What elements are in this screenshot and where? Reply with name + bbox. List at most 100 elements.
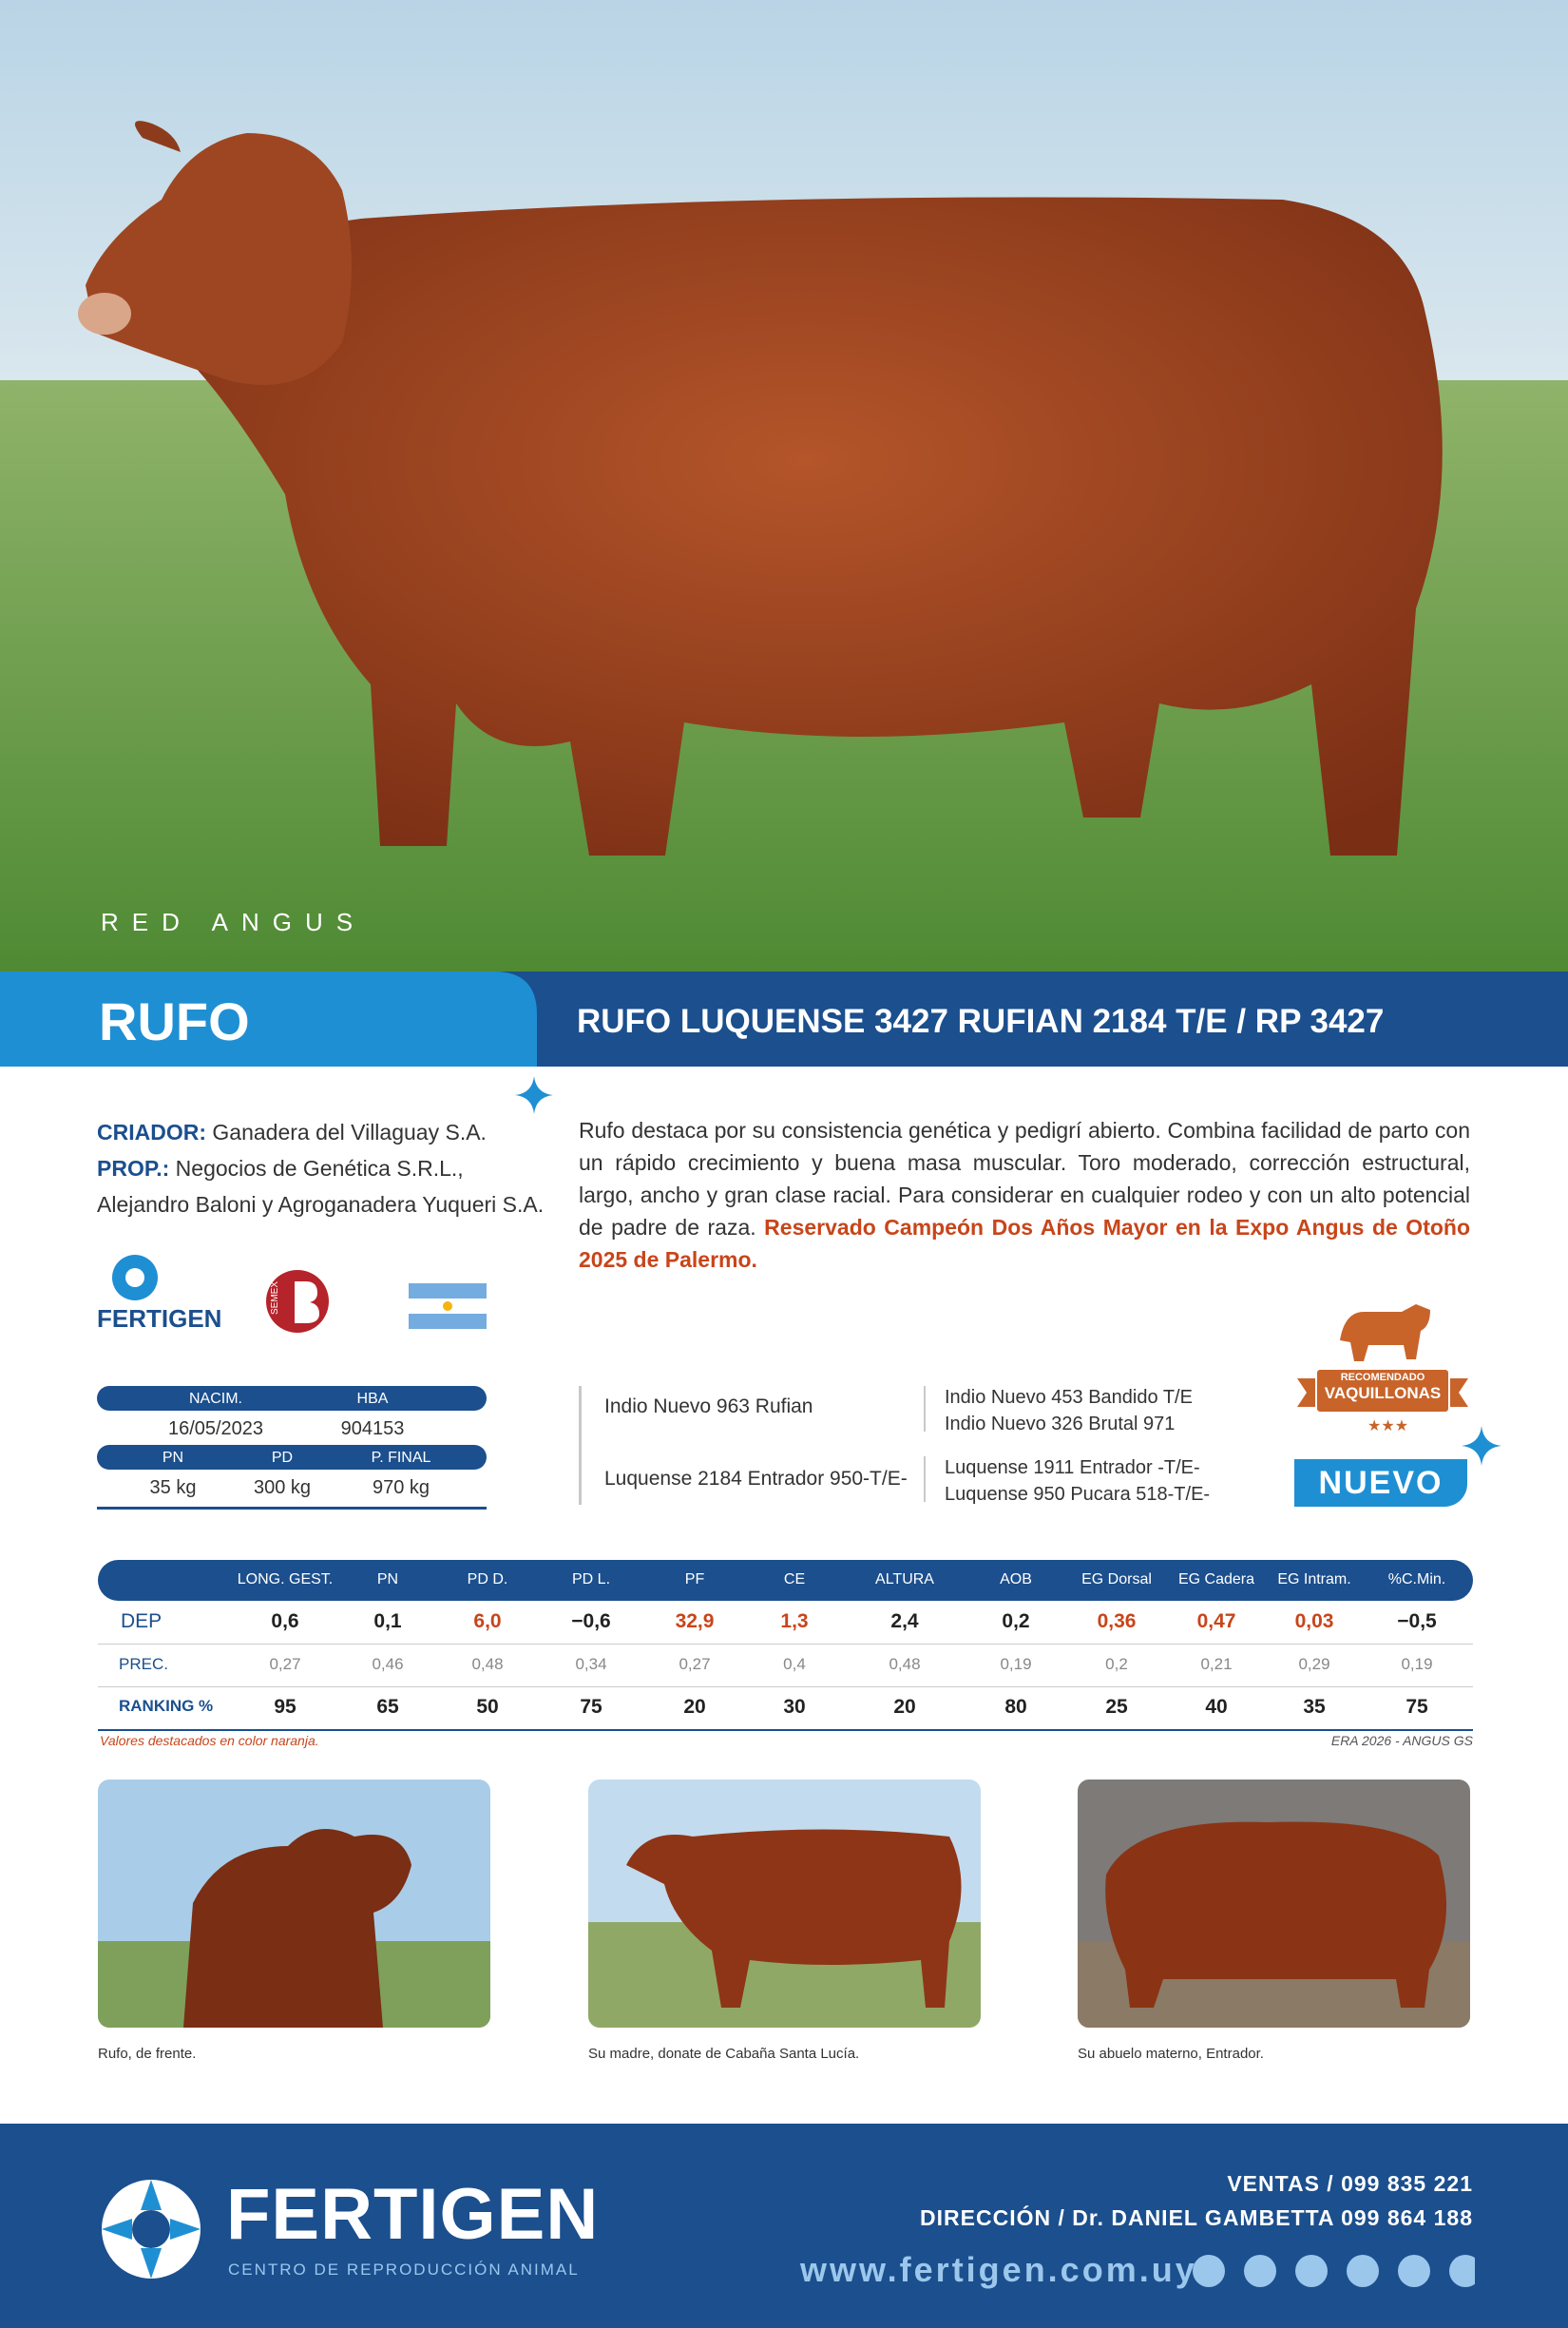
text: Negocios de Genética S.R.L.,	[175, 1156, 464, 1181]
sire-dam: Indio Nuevo 326 Brutal 971	[945, 1414, 1176, 1434]
dep-value: −0,5	[1397, 1610, 1437, 1632]
icon-web[interactable]	[1193, 2255, 1225, 2287]
prec-value: 0,19	[1401, 1655, 1433, 1673]
pedigree-line	[579, 1386, 582, 1505]
footer-ventas: VENTAS / 099 835 221	[1227, 2171, 1473, 2196]
sire-sire: Indio Nuevo 453 Bandido T/E	[945, 1387, 1193, 1408]
info-header: P. FINAL	[371, 1450, 431, 1466]
photo-caption: Rufo, de frente.	[98, 2046, 197, 2062]
prec-value: 0,48	[889, 1655, 921, 1673]
column-header: PF	[684, 1571, 705, 1587]
ranking-value: 65	[376, 1696, 399, 1718]
sparkle	[1462, 1426, 1501, 1466]
ranking-value: 75	[580, 1696, 602, 1718]
photo-caption: Su madre, donate de Cabaña Santa Lucía.	[588, 2046, 860, 2062]
dep-value: −0,6	[571, 1610, 611, 1632]
row-label: PREC.	[119, 1655, 168, 1673]
pedigree-line	[924, 1456, 926, 1502]
prec-value: 0,4	[783, 1655, 806, 1673]
prec-value: 0,34	[575, 1655, 607, 1673]
owners: CRIADOR: Ganadera del Villaguay S.A. PRO…	[97, 1114, 544, 1222]
info-value: 970 kg	[372, 1477, 430, 1498]
svg-text:★★★: ★★★	[1367, 1418, 1408, 1434]
column-header: EG Intram.	[1277, 1571, 1351, 1587]
footer-direccion: DIRECCIÓN / Dr. DANIEL GAMBETTA 099 864 …	[920, 2205, 1473, 2230]
photo	[588, 1780, 981, 2028]
photo-image	[98, 1780, 490, 2028]
prec-value: 0,19	[1000, 1655, 1032, 1673]
dep-value: 0,36	[1097, 1610, 1137, 1632]
semex-logo	[266, 1270, 329, 1333]
badge: ★★★	[1297, 1304, 1468, 1434]
ranking-value: 40	[1205, 1696, 1228, 1718]
text: Ganadera del Villaguay S.A.	[212, 1120, 487, 1145]
ranking-value: 80	[1004, 1696, 1027, 1718]
description-text: Rufo destaca por su consistencia genétic…	[579, 1118, 1470, 1240]
ranking-value: 20	[893, 1696, 916, 1718]
column-header: PD D.	[467, 1571, 508, 1587]
badge-line1: RECOMENDADO	[1340, 1372, 1425, 1383]
ranking-value: 95	[274, 1696, 296, 1718]
dam-dam: Luquense 950 Pucara 518-T/E-	[945, 1484, 1211, 1505]
info-table: NACIM. 16/05/2023 HBA 904153 PN 35 kg PD 300 kg…	[97, 1386, 487, 1510]
column-header: %C.Min.	[1387, 1571, 1446, 1587]
dep-value: 6,0	[473, 1610, 502, 1632]
semex-text: SEMEX	[270, 1280, 281, 1316]
ranking-value: 35	[1303, 1696, 1326, 1718]
dep-value: 0,47	[1196, 1610, 1236, 1632]
new-tag: NUEVO	[1294, 1459, 1467, 1507]
info-header: PN	[162, 1450, 184, 1466]
column-header: LONG. GEST.	[237, 1571, 334, 1587]
bull-name: RUFO	[99, 991, 250, 1051]
dam-parents: Luquense 1911 Entrador -T/E- Luquense 950…	[945, 1454, 1210, 1508]
description: Rufo destaca por su consistencia genétic…	[579, 1114, 1470, 1276]
prec-value: 0,29	[1298, 1655, 1330, 1673]
icon-whatsapp[interactable]	[1244, 2255, 1276, 2287]
prec-value: 0,46	[372, 1655, 404, 1673]
text: Alejandro Baloni y Agroganadera Yuqueri …	[97, 1192, 545, 1217]
prec-value: 0,27	[269, 1655, 301, 1673]
photo	[98, 1780, 490, 2028]
photo	[1078, 1780, 1470, 2028]
label: PROP.:	[97, 1156, 170, 1181]
header-bar	[98, 1560, 1473, 1601]
footer-logo-icon	[102, 2180, 201, 2279]
footer-web[interactable]: www.fertigen.com.uy	[800, 2250, 1197, 2289]
rule	[97, 1507, 487, 1510]
dep-value: 1,3	[780, 1610, 809, 1632]
prec-value: 0,27	[679, 1655, 711, 1673]
info-header: HBA	[356, 1391, 389, 1407]
description-highlight: Reservado Campeón Dos Años Mayor en la E…	[579, 1215, 1471, 1272]
icon-x[interactable]	[1398, 2255, 1430, 2287]
dep-value: 32,9	[675, 1610, 715, 1632]
social-icons	[1193, 2255, 1475, 2287]
breed-label: RED ANGUS	[101, 908, 367, 936]
info-value: 16/05/2023	[167, 1418, 264, 1439]
dam: Luquense 2184 Entrador 950-T/E-	[604, 1468, 908, 1490]
column-header: PD L.	[571, 1571, 611, 1587]
note-left: Valores destacados en color naranja.	[100, 1733, 319, 1748]
dep-value: 0,1	[373, 1610, 402, 1632]
dep-table: DEP PREC. RANKING % LONG. GEST. 0,6 0,27 95 PN 0…	[98, 1560, 1473, 1733]
icon-youtube[interactable]	[1449, 2255, 1475, 2287]
info-value: 35 kg	[149, 1477, 197, 1498]
info-value: 904153	[340, 1418, 405, 1439]
sparkle	[515, 1076, 553, 1114]
dep-value: 0,03	[1294, 1610, 1334, 1632]
icon-instagram[interactable]	[1347, 2255, 1379, 2287]
ranking-value: 20	[683, 1696, 706, 1718]
row-label: DEP	[121, 1610, 163, 1632]
ranking-value: 30	[783, 1696, 806, 1718]
prec-value: 0,21	[1200, 1655, 1233, 1673]
column-header: EG Cadera	[1177, 1571, 1255, 1587]
fertigen-logo: FERTIGEN	[97, 1304, 222, 1333]
prec-value: 0,2	[1105, 1655, 1128, 1673]
fertigen-icon	[112, 1255, 158, 1300]
icon-facebook[interactable]	[1295, 2255, 1328, 2287]
dam-sire: Luquense 1911 Entrador -T/E-	[945, 1457, 1200, 1478]
column-header: PN	[376, 1571, 399, 1587]
label: CRIADOR:	[97, 1120, 206, 1145]
bull-full-name: RUFO LUQUENSE 3427 RUFIAN 2184 T/E / RP …	[577, 1003, 1385, 1040]
info-value: 300 kg	[253, 1477, 312, 1498]
prec-value: 0,48	[471, 1655, 504, 1673]
